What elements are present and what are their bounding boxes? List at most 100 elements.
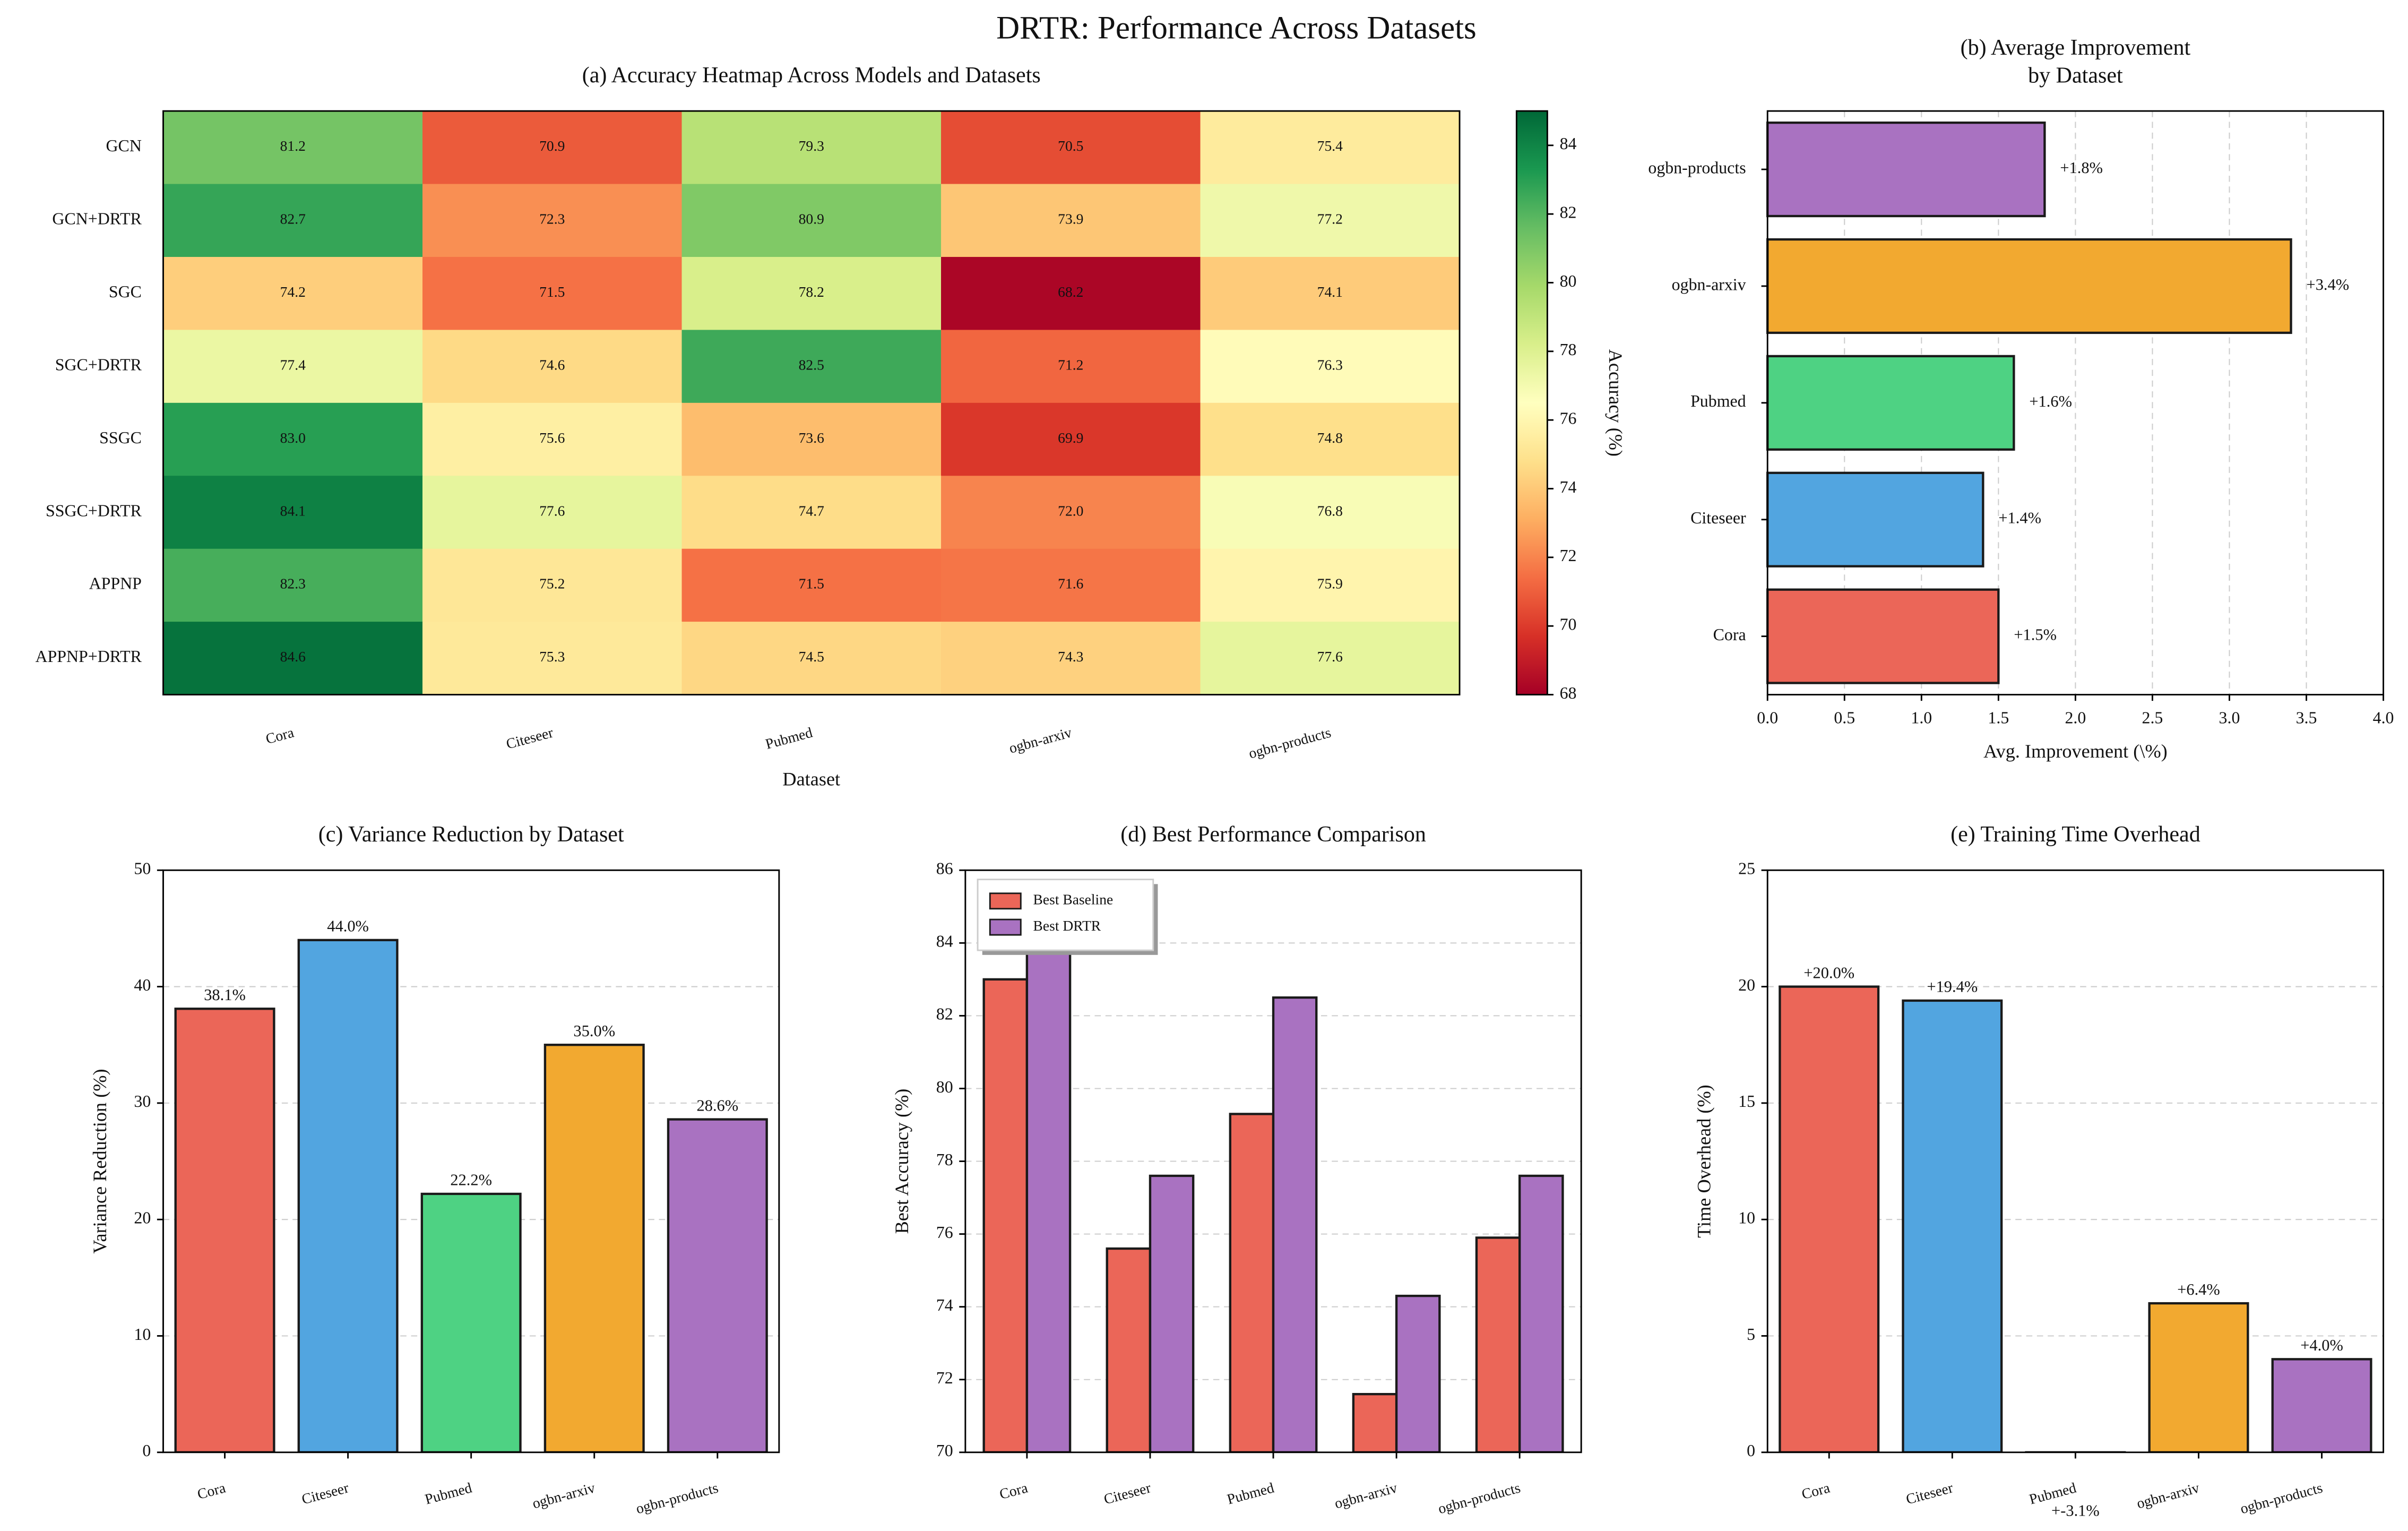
cell-label: 74.7 [799, 502, 824, 519]
colorbar-tick-label: 84 [1560, 134, 1577, 153]
heatmap-cell [941, 622, 1201, 695]
colorbar-tick-label: 68 [1560, 684, 1577, 702]
heatmap-cell [422, 330, 683, 403]
bar [1766, 588, 2000, 684]
x-tick-label: 1.0 [1911, 708, 1932, 727]
cell-label: 84.1 [280, 502, 306, 519]
y-tick-label: 72 [936, 1369, 953, 1387]
cell-label: 80.9 [799, 211, 824, 227]
bar [2271, 1358, 2372, 1452]
colorbar-tick-label: 74 [1560, 478, 1577, 496]
bar [1272, 996, 1318, 1452]
bar [1902, 999, 2003, 1452]
value-label: +20.0% [1803, 964, 1854, 982]
heatmap-cell [681, 111, 942, 185]
bar [1779, 985, 1880, 1452]
heatmap-cell [941, 548, 1201, 622]
heatmap-cell [681, 256, 942, 331]
legend-swatch [989, 892, 1022, 910]
value-label: +3.4% [2307, 276, 2350, 294]
axes-frame [1766, 110, 2385, 696]
bar [420, 1192, 522, 1452]
colorbar [1515, 110, 1548, 696]
bar [1766, 121, 2046, 218]
y-tick-label: 20 [1738, 976, 1755, 994]
heatmap-cell [1200, 476, 1460, 549]
heatmap-cell [422, 256, 683, 331]
cell-label: 74.5 [799, 648, 824, 665]
figure-title: DRTR: Performance Across Datasets [996, 10, 1477, 46]
y-tick-label: GCN [106, 136, 142, 155]
bar [1229, 1113, 1275, 1452]
cell-label: 73.9 [1058, 211, 1083, 227]
x-axis-label: Avg. Improvement (\%) [1983, 741, 2168, 762]
cell-label: 71.5 [799, 575, 824, 592]
cell-label: 84.6 [280, 648, 306, 665]
y-tick-label: Pubmed [1690, 392, 1746, 410]
value-label: +6.4% [2177, 1280, 2220, 1298]
cell-label: 75.9 [1317, 575, 1343, 592]
heatmap-cell [681, 330, 942, 403]
bar [1395, 1294, 1441, 1452]
cell-label: 76.3 [1317, 356, 1343, 373]
x-tick-label: 0.0 [1757, 708, 1778, 727]
cell-label: 74.2 [280, 283, 306, 300]
y-tick-label: SGC [109, 282, 142, 301]
value-label: +1.5% [2014, 626, 2057, 644]
x-tick-label: 3.0 [2219, 708, 2240, 727]
cell-label: 79.3 [799, 137, 824, 154]
legend-label: Best DRTR [1033, 917, 1101, 934]
y-tick-label: APPNP [89, 574, 142, 593]
cell-label: 81.2 [280, 137, 306, 154]
y-axis-label: Best Accuracy (%) [891, 1089, 912, 1234]
legend [977, 879, 1154, 951]
cell-label: 72.3 [539, 211, 565, 227]
y-tick-label: 25 [1738, 859, 1755, 878]
x-tick-label: 2.5 [2142, 708, 2163, 727]
y-tick-label: 15 [1738, 1092, 1755, 1111]
bar [2148, 1302, 2249, 1452]
bar [1352, 1392, 1398, 1452]
heatmap-cell [1200, 402, 1460, 477]
heatmap-cell [163, 476, 423, 549]
value-label: 44.0% [327, 917, 369, 935]
heatmap-cell [1200, 548, 1460, 622]
y-tick-label: 5 [1747, 1325, 1755, 1344]
bar [1518, 1174, 1564, 1452]
heatmap-cell [422, 402, 683, 477]
bar [543, 1044, 645, 1452]
y-tick-label: SGC+DRTR [55, 355, 142, 374]
heatmap-cell [1200, 622, 1460, 695]
y-tick-label: Citeseer [1690, 509, 1746, 527]
heatmap-cell [941, 256, 1201, 331]
bar [1025, 920, 1072, 1452]
y-tick-label: 20 [134, 1209, 151, 1227]
bar [1475, 1236, 1521, 1452]
cell-label: 74.3 [1058, 648, 1083, 665]
cell-label: 74.6 [539, 356, 565, 373]
cell-label: 71.2 [1058, 356, 1083, 373]
cell-label: 74.8 [1317, 429, 1343, 446]
value-label: +19.4% [1927, 978, 1978, 996]
axes-frame [162, 869, 780, 1453]
heatmap-cell [941, 184, 1201, 257]
cell-label: 78.2 [799, 283, 824, 300]
bar [1106, 1247, 1152, 1452]
cell-label: 70.5 [1058, 137, 1083, 154]
value-label: +1.8% [2060, 159, 2103, 177]
heatmap-cell [1200, 184, 1460, 257]
chart-title: (c) Variance Reduction by Dataset [318, 822, 624, 847]
value-label: 35.0% [573, 1022, 615, 1040]
colorbar-tick-label: 82 [1560, 203, 1577, 221]
cell-label: 82.5 [799, 356, 824, 373]
heatmap-cell [681, 402, 942, 477]
cell-label: 75.6 [539, 429, 565, 446]
y-tick-label: 0 [142, 1441, 151, 1460]
bar [1766, 355, 2015, 451]
colorbar-tick-label: 70 [1560, 615, 1577, 634]
bar [1149, 1174, 1195, 1452]
y-tick-label: APPNP+DRTR [35, 647, 142, 666]
axes-frame [964, 869, 1582, 1453]
heatmap-cell [422, 184, 683, 257]
heatmap-cell [163, 402, 423, 477]
